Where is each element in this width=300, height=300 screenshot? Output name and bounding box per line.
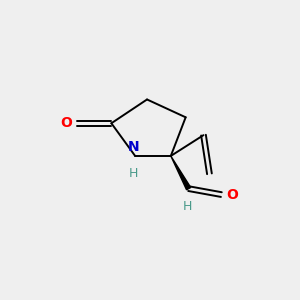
Polygon shape: [171, 156, 191, 190]
Text: H: H: [182, 200, 192, 213]
Text: H: H: [129, 167, 138, 180]
Text: N: N: [128, 140, 140, 154]
Text: O: O: [226, 188, 238, 202]
Text: O: O: [60, 116, 72, 130]
